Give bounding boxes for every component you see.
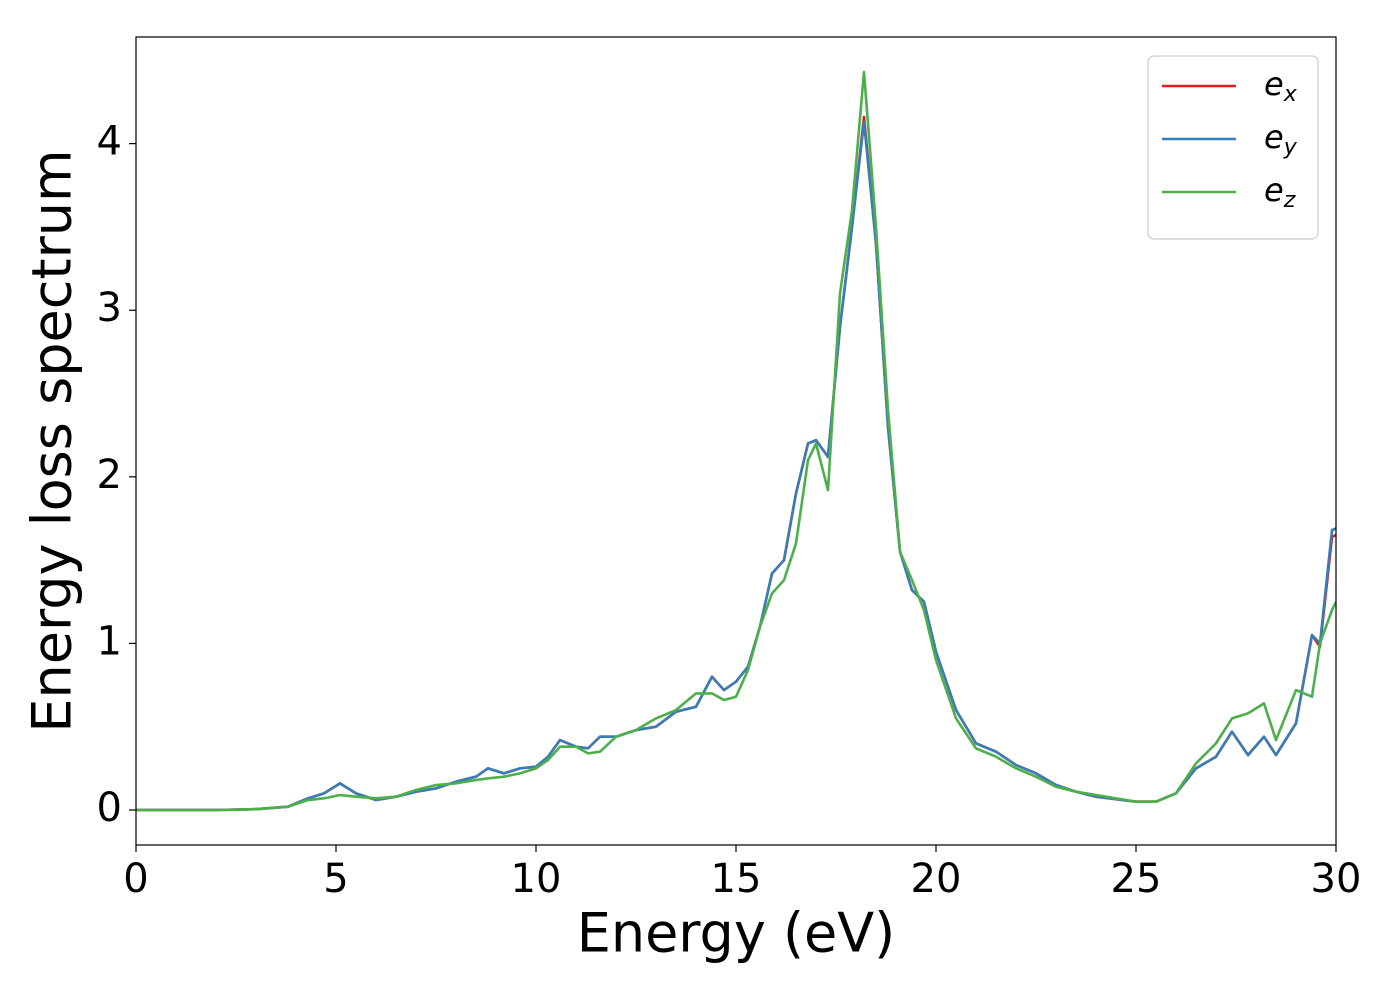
legend-label: ex: [1264, 65, 1298, 107]
plot-lines: [136, 70, 1336, 812]
legend-label: ez: [1264, 171, 1296, 213]
legend-name: e: [1264, 65, 1284, 103]
legend-subscript: z: [1283, 188, 1296, 213]
legend-name: e: [1264, 118, 1284, 156]
y-tick-label: 3: [97, 285, 122, 331]
legend-label: ey: [1264, 118, 1298, 160]
legend-subscript: x: [1283, 82, 1298, 107]
x-tick-label: 20: [911, 856, 962, 902]
x-tick-label: 5: [323, 856, 348, 902]
legend-name: e: [1264, 171, 1284, 209]
x-tick-label: 10: [511, 856, 562, 902]
x-tick-label: 15: [711, 856, 762, 902]
series-line: [136, 70, 1336, 812]
x-axis-label: Energy (eV): [577, 902, 896, 965]
y-tick-label: 1: [97, 618, 122, 664]
x-tick-label: 25: [1111, 856, 1162, 902]
y-tick-label: 0: [97, 785, 122, 831]
x-tick-label: 0: [123, 856, 148, 902]
y-axis-label: Energy loss spectrum: [21, 149, 84, 732]
x-tick-label: 30: [1311, 856, 1362, 902]
y-tick-label: 4: [97, 119, 122, 165]
y-tick-label: 2: [97, 452, 122, 498]
legend-subscript: y: [1283, 135, 1298, 160]
